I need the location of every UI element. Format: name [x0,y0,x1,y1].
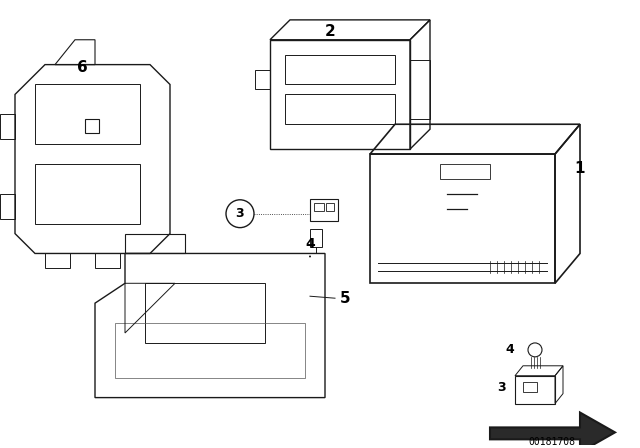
Bar [145,283,265,343]
Text: 1: 1 [575,161,585,177]
Text: 00181708: 00181708 [529,437,575,448]
Bar [45,254,70,268]
Polygon shape [490,413,615,448]
Bar [314,203,324,211]
Text: 2: 2 [324,24,335,39]
Bar [125,233,185,254]
Bar [515,376,555,404]
Bar [35,85,140,144]
Bar [310,199,338,221]
Circle shape [309,255,311,258]
Bar [326,203,334,211]
Bar [410,60,430,119]
Bar [0,194,15,219]
Bar [0,114,15,139]
Bar [270,40,410,149]
Bar [523,382,537,392]
Text: 6: 6 [77,60,88,75]
Bar [310,228,322,246]
Bar [285,95,395,124]
Text: 3: 3 [498,381,506,394]
Bar [95,254,120,268]
Bar [35,164,140,224]
Bar [440,164,490,179]
Text: 4: 4 [506,343,515,357]
Bar [370,154,555,283]
Bar [85,119,99,133]
Text: 3: 3 [236,207,244,220]
Text: 5: 5 [340,291,350,306]
Bar [285,55,395,85]
Bar [255,69,270,90]
Text: 4: 4 [305,237,315,250]
